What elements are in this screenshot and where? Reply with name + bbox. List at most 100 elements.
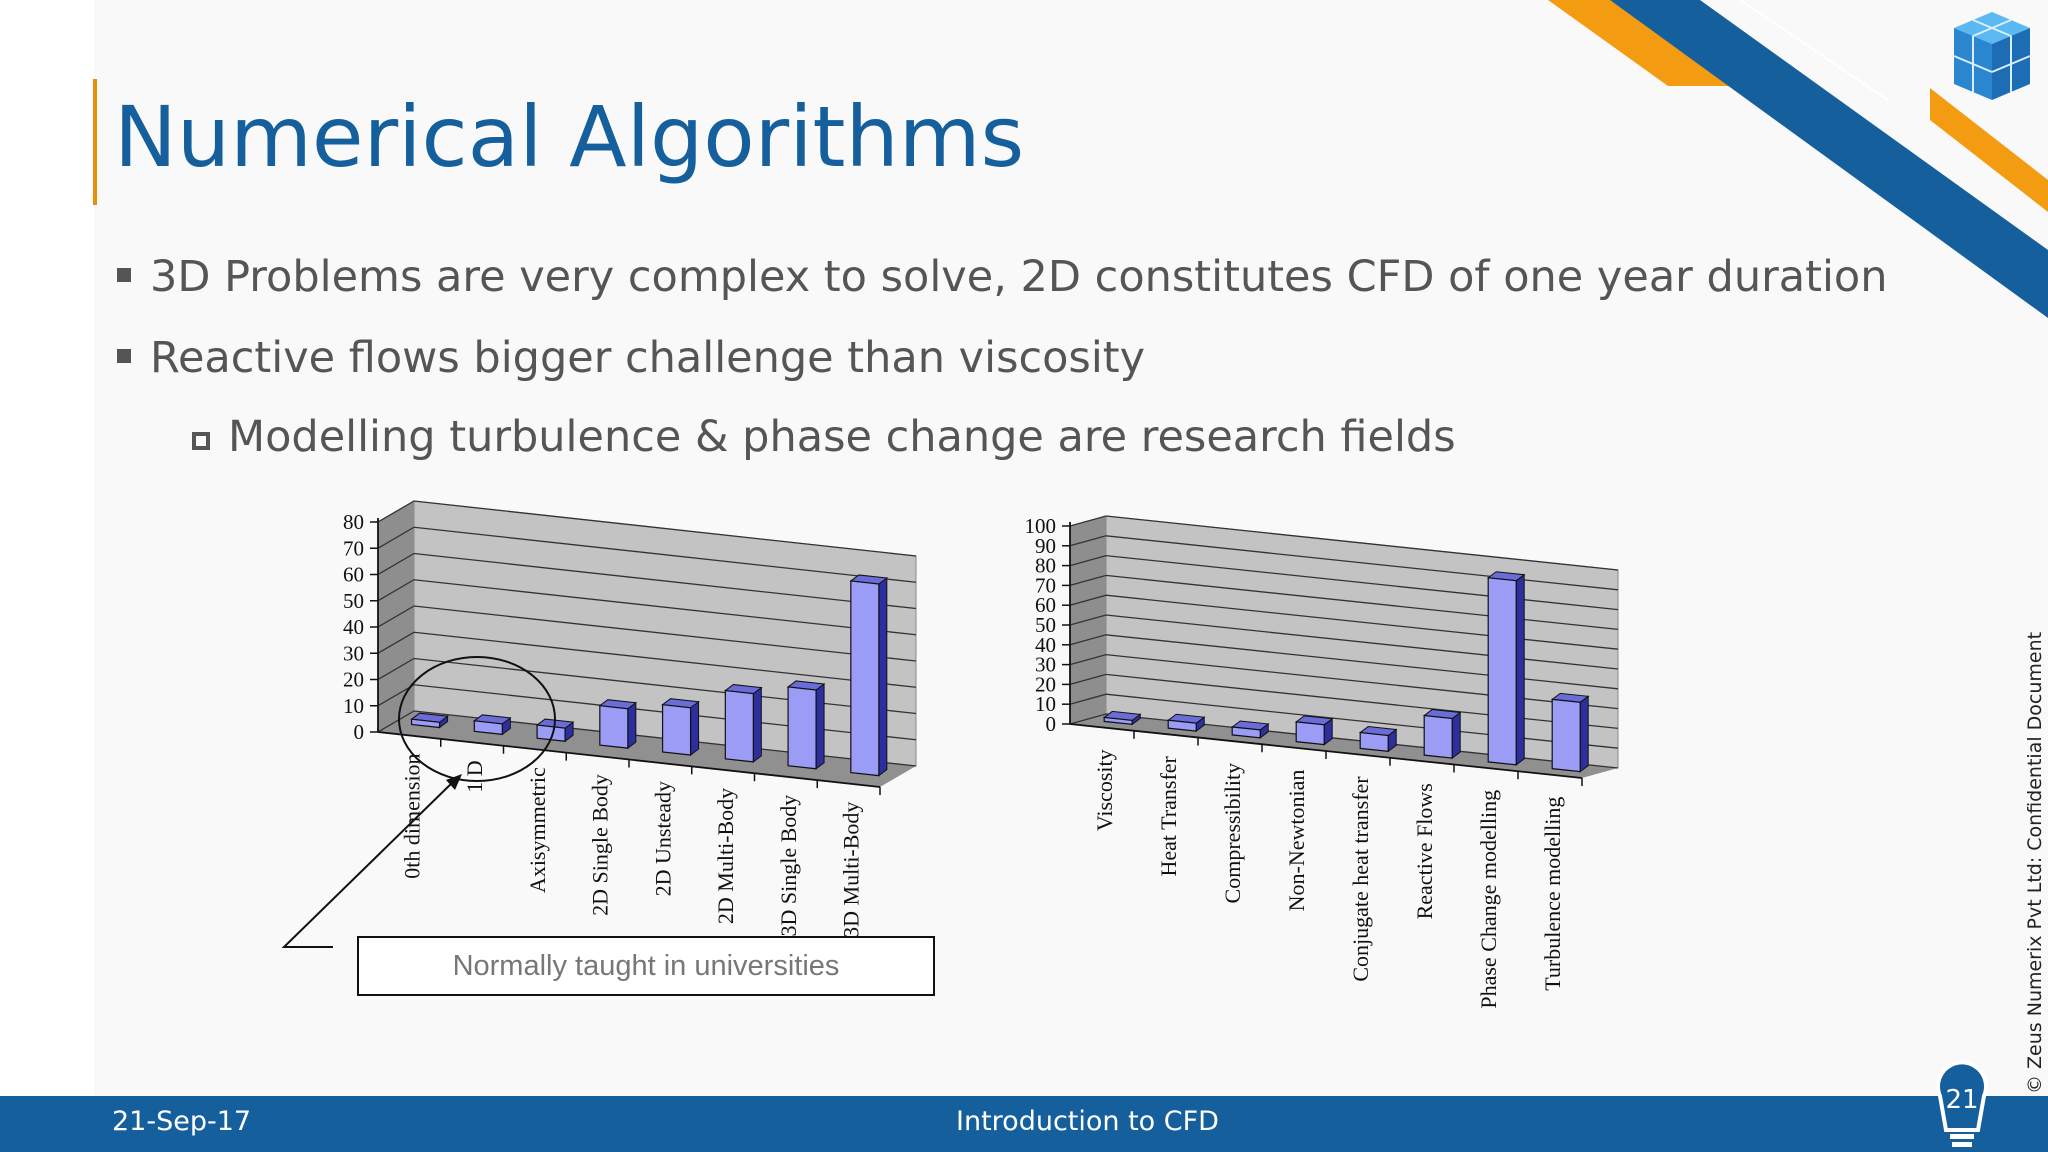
bullet-marker <box>117 268 131 282</box>
sub-bullet-marker <box>192 432 210 450</box>
x-tick-label: Compressibility <box>1220 763 1245 904</box>
gridline <box>1069 614 1619 670</box>
callout-circle <box>398 656 556 782</box>
lightbulb-base <box>1952 1142 1972 1147</box>
gridline <box>377 526 917 583</box>
gridline <box>377 631 917 688</box>
bar <box>661 704 692 756</box>
corner-stripe-orange-2 <box>1930 88 2048 212</box>
x-tick-label: Heat Transfer <box>1156 755 1181 876</box>
bar <box>1295 721 1325 746</box>
y-tick-label: 70 <box>343 536 364 560</box>
y-tick-label: 30 <box>1035 653 1056 677</box>
x-tick-label: 1 D <box>462 760 487 792</box>
sub-bullet-1: Modelling turbulence & phase change are … <box>228 412 1456 462</box>
gridline <box>1069 653 1619 710</box>
y-tick-label: 90 <box>1035 534 1056 558</box>
title-accent-bar <box>93 79 97 205</box>
x-tick-label: Axisymmetric <box>525 767 550 893</box>
gridline <box>377 605 917 662</box>
y-tick-label: 20 <box>343 668 364 692</box>
page-number: 21 <box>1945 1085 1978 1115</box>
bar <box>724 689 754 763</box>
lightbulb-base <box>1950 1134 1974 1139</box>
x-tick-label: 3D Multi-Body <box>839 802 864 938</box>
callout-annotation <box>281 656 935 996</box>
x-tick-label: 2D Single Body <box>588 774 613 916</box>
y-tick-label: 10 <box>343 694 364 718</box>
y-tick-label: 80 <box>343 510 364 534</box>
chart-floor <box>1070 714 1618 778</box>
lightbulb-icon <box>1936 1060 1988 1132</box>
x-tick-label: Reactive Flows <box>1412 783 1437 919</box>
callout-arrow <box>281 779 456 948</box>
x-tick-label: 3D Single Body <box>776 795 801 937</box>
gridline <box>377 579 917 636</box>
chart-floor <box>378 711 916 787</box>
bar <box>850 580 880 777</box>
bullet-marker <box>117 349 131 363</box>
footer-bar <box>0 1096 2048 1152</box>
x-tick-label: Viscosity <box>1092 749 1117 831</box>
gridline <box>377 500 917 557</box>
x-tick-label: Non-Newtonian <box>1284 770 1309 912</box>
y-tick-label: 60 <box>1035 593 1056 617</box>
gridline <box>1069 535 1619 591</box>
bar <box>1359 731 1389 753</box>
copyright-notice: © Zeus Numerix Pvt Ltd: Confidential Doc… <box>2024 631 2046 1094</box>
y-tick-label: 10 <box>1035 692 1056 716</box>
x-tick-label: 2D Multi-Body <box>713 788 738 924</box>
corner-line <box>1739 0 1889 101</box>
y-tick-label: 60 <box>343 563 364 587</box>
y-tick-label: 50 <box>1035 613 1056 637</box>
bar <box>1423 714 1453 759</box>
gridline <box>1069 554 1619 611</box>
bar <box>1103 716 1133 726</box>
y-tick-label: 20 <box>1035 672 1056 696</box>
x-tick-label: 0th dimension <box>399 753 424 878</box>
y-tick-label: 40 <box>343 615 364 639</box>
x-tick-label: Phase Change modelling <box>1476 790 1501 1009</box>
callout-box <box>357 936 935 996</box>
y-tick-label: 100 <box>1025 514 1057 538</box>
gridline <box>1069 673 1619 730</box>
y-tick-label: 80 <box>1035 554 1056 578</box>
arrow-head-icon <box>446 774 462 790</box>
callout-text: Normally taught in universities <box>452 950 840 982</box>
gridline <box>1069 634 1619 690</box>
gridline <box>1069 574 1619 631</box>
gridline <box>1069 515 1619 571</box>
footer-title: Introduction to CFD <box>956 1106 1219 1137</box>
footer-date: 21-Sep-17 <box>112 1106 252 1137</box>
x-tick-label: 2D Unsteady <box>650 781 675 896</box>
y-tick-label: 0 <box>1046 712 1057 736</box>
bar <box>787 686 817 770</box>
page-title: Numerical Algorithms <box>114 88 1025 186</box>
cube-logo-icon <box>1953 12 2031 100</box>
bar <box>410 718 441 729</box>
bullet-2: Reactive flows bigger challenge than vis… <box>150 333 1146 383</box>
y-tick-label: 0 <box>354 720 365 744</box>
bullet-1: 3D Problems are very complex to solve, 2… <box>150 252 1888 302</box>
bar <box>1551 698 1581 773</box>
y-tick-label: 70 <box>1035 573 1056 597</box>
bar <box>1487 577 1517 766</box>
gridline <box>1069 594 1619 650</box>
bar <box>473 720 503 736</box>
y-tick-label: 30 <box>343 641 364 665</box>
corner-stripe-blue <box>1610 0 2048 318</box>
bar <box>536 724 566 742</box>
gridline <box>377 552 917 610</box>
y-tick-label: 50 <box>343 589 364 613</box>
x-tick-label: Turbulence modelling <box>1540 797 1565 991</box>
y-tick-label: 40 <box>1035 633 1056 657</box>
x-tick-label: Conjugate heat transfer <box>1348 776 1373 982</box>
bar <box>599 705 629 749</box>
bar <box>1231 726 1261 739</box>
bar <box>1167 719 1197 732</box>
